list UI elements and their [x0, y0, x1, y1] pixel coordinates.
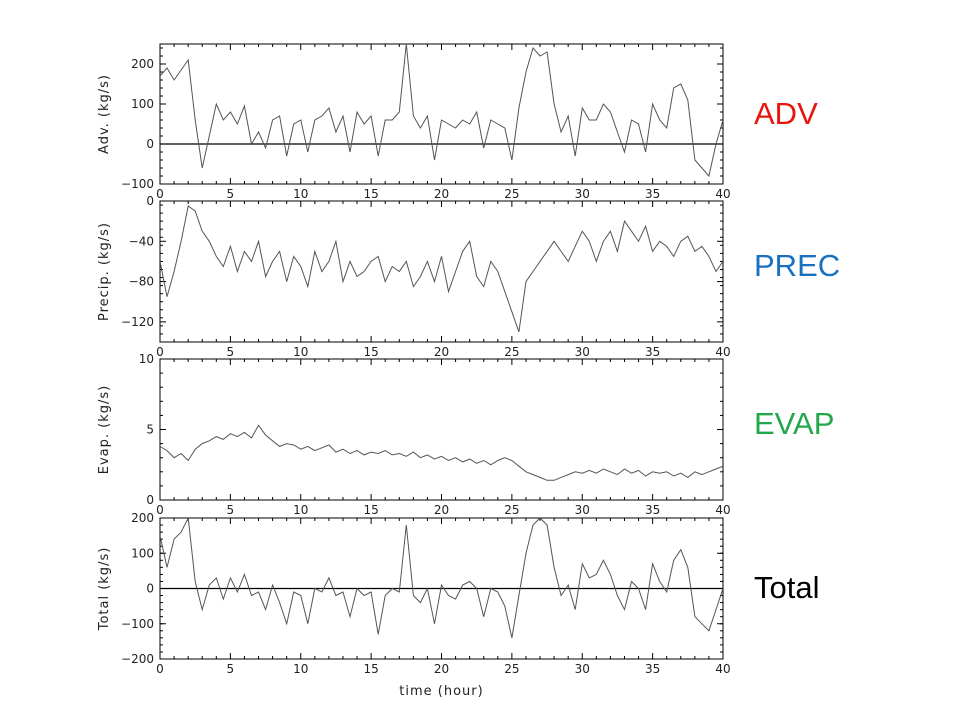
prec-ytick-label: 0	[146, 194, 154, 208]
total-series-line	[160, 518, 723, 639]
prec-ytick-label: −120	[121, 315, 154, 329]
adv-xtick-label: 35	[645, 187, 660, 201]
total-ytick-label: 0	[146, 582, 154, 596]
total-ytick-label: −200	[121, 652, 154, 666]
adv-ytick-label: −100	[121, 177, 154, 191]
total-xtick-label: 30	[575, 662, 590, 676]
prec-xtick-label: 0	[156, 345, 164, 359]
panel-tag-adv: ADV	[754, 96, 818, 131]
prec-xtick-label: 40	[715, 345, 730, 359]
panel-tag-total: Total	[754, 570, 820, 605]
total-xtick-label: 10	[293, 662, 308, 676]
adv-xtick-label: 30	[575, 187, 590, 201]
prec-xtick-label: 5	[227, 345, 235, 359]
adv-xtick-label: 25	[504, 187, 519, 201]
total-ytick-label: 100	[131, 546, 154, 560]
total-xtick-label: 20	[434, 662, 449, 676]
evap-xtick-label: 20	[434, 503, 449, 517]
adv-ytick-label: 100	[131, 97, 154, 111]
total-xtick-label: 0	[156, 662, 164, 676]
adv-series-line	[160, 44, 723, 178]
evap-xtick-label: 5	[227, 503, 235, 517]
prec-series-line	[160, 205, 723, 333]
total-ylabel: Total (kg/s)	[97, 547, 112, 632]
prec-xtick-label: 25	[504, 345, 519, 359]
evap-xtick-label: 30	[575, 503, 590, 517]
panel-tag-evap: EVAP	[754, 406, 835, 441]
prec-xtick-label: 35	[645, 345, 660, 359]
evap-xtick-label: 40	[715, 503, 730, 517]
adv-xtick-label: 5	[227, 187, 235, 201]
total-xtick-label: 40	[715, 662, 730, 676]
total-xtick-label: 5	[227, 662, 235, 676]
adv-xtick-label: 40	[715, 187, 730, 201]
evap-frame	[159, 358, 724, 501]
adv-xtick-label: 10	[293, 187, 308, 201]
adv-xtick-label: 0	[156, 187, 164, 201]
prec-xtick-label: 15	[363, 345, 378, 359]
evap-ylabel: Evap. (kg/s)	[97, 385, 112, 474]
total-ytick-label: −100	[121, 617, 154, 631]
evap-ytick-label: 0	[146, 493, 154, 507]
adv-ytick-label: 0	[146, 137, 154, 151]
total-xtick-label: 25	[504, 662, 519, 676]
adv-xtick-label: 15	[363, 187, 378, 201]
prec-xtick-label: 10	[293, 345, 308, 359]
evap-series-line	[160, 424, 723, 481]
adv-frame	[159, 43, 724, 185]
adv-ytick-label: 200	[131, 57, 154, 71]
evap-xtick-label: 25	[504, 503, 519, 517]
adv-ylabel: Adv. (kg/s)	[97, 74, 112, 154]
prec-frame	[159, 200, 724, 343]
total-xtick-label: 15	[363, 662, 378, 676]
evap-xtick-label: 10	[293, 503, 308, 517]
evap-xtick-label: 15	[363, 503, 378, 517]
prec-xtick-label: 30	[575, 345, 590, 359]
prec-xtick-label: 20	[434, 345, 449, 359]
total-xtick-label: 35	[645, 662, 660, 676]
evap-xtick-label: 0	[156, 503, 164, 517]
evap-ytick-label: 5	[146, 423, 154, 437]
evap-xtick-label: 35	[645, 503, 660, 517]
panel-tag-prec: PREC	[754, 248, 841, 283]
total-xlabel: time (hour)	[399, 684, 483, 699]
total-ytick-label: 200	[131, 511, 154, 525]
prec-ytick-label: −40	[129, 234, 154, 248]
prec-ytick-label: −80	[129, 275, 154, 289]
evap-ytick-label: 10	[139, 352, 154, 366]
prec-ylabel: Precip. (kg/s)	[97, 222, 112, 321]
adv-xtick-label: 20	[434, 187, 449, 201]
